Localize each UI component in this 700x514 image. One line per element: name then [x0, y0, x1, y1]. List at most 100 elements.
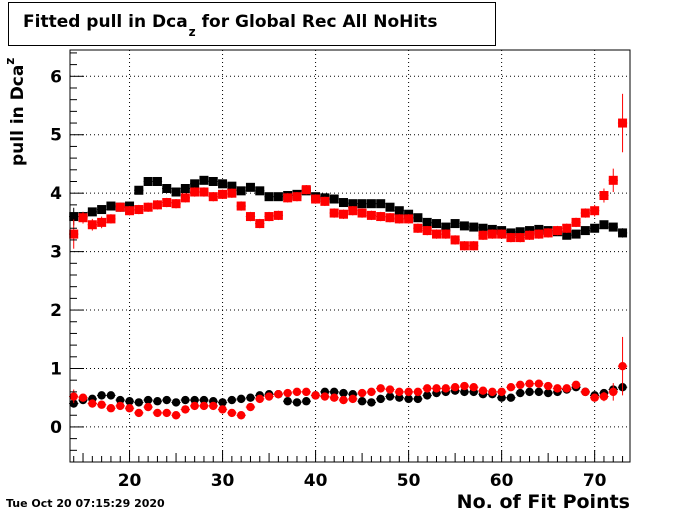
data-point — [246, 393, 255, 402]
data-point — [413, 223, 423, 233]
data-point — [152, 200, 162, 210]
data-point — [162, 395, 171, 405]
data-point — [395, 387, 404, 397]
data-point — [497, 393, 506, 402]
y-tick-label: 0 — [50, 418, 62, 438]
data-point — [171, 398, 181, 407]
data-point — [190, 179, 200, 189]
data-point — [245, 212, 255, 222]
data-point — [516, 380, 525, 390]
data-point — [571, 380, 581, 390]
data-point — [618, 228, 628, 238]
data-point — [311, 194, 321, 204]
data-point — [609, 387, 618, 397]
x-axis-label: No. of Fit Points — [456, 491, 630, 513]
data-point — [599, 220, 609, 230]
data-point — [385, 213, 395, 223]
data-point — [404, 394, 413, 404]
data-point — [125, 206, 135, 216]
data-point — [227, 408, 237, 418]
data-point — [515, 233, 525, 243]
data-point — [450, 382, 460, 392]
data-point — [236, 411, 246, 420]
data-point — [171, 187, 181, 197]
data-point — [460, 381, 469, 391]
data-point — [208, 192, 218, 202]
data-point — [180, 184, 190, 194]
data-point — [190, 401, 199, 411]
data-point — [106, 201, 116, 211]
data-point — [329, 393, 339, 402]
data-point — [255, 219, 265, 229]
data-point — [441, 229, 451, 239]
data-point — [376, 199, 386, 209]
data-point — [171, 411, 181, 420]
data-point — [329, 387, 339, 397]
timestamp: Tue Oct 20 07:15:29 2020 — [6, 497, 165, 510]
x-tick-label: 50 — [397, 471, 421, 491]
plot-frame — [69, 49, 631, 463]
data-point — [106, 214, 116, 224]
data-point — [608, 222, 618, 232]
x-tick-label: 40 — [304, 471, 328, 491]
data-point — [125, 404, 134, 413]
y-tick-label: 4 — [50, 184, 62, 204]
data-point — [469, 222, 479, 232]
data-point — [302, 397, 311, 406]
data-point — [478, 386, 488, 395]
data-point — [543, 388, 553, 398]
data-point — [413, 394, 423, 404]
data-point — [320, 196, 330, 206]
data-point — [348, 394, 357, 404]
data-point — [599, 191, 609, 201]
title-box: Fitted pull in Dcaz for Global Rec All No… — [8, 2, 496, 46]
data-point — [506, 393, 516, 402]
data-point — [571, 217, 581, 227]
data-point — [97, 217, 107, 227]
data-point — [338, 209, 348, 219]
data-point — [143, 402, 153, 412]
data-point — [618, 361, 627, 371]
data-point — [450, 235, 460, 245]
data-point — [264, 192, 274, 202]
data-point — [459, 221, 469, 231]
data-point — [562, 223, 572, 233]
data-point — [590, 223, 600, 233]
data-point — [199, 401, 209, 411]
data-point — [432, 384, 441, 393]
series-3 — [69, 336, 628, 420]
data-point — [367, 387, 376, 397]
data-point — [376, 394, 385, 404]
data-point — [153, 408, 162, 418]
x-tick-label: 60 — [490, 471, 514, 491]
grid-lines — [70, 50, 630, 462]
data-point — [460, 387, 469, 397]
data-point — [599, 392, 609, 401]
data-point — [255, 394, 264, 404]
data-point — [534, 387, 544, 397]
data-point — [385, 392, 395, 401]
data-point — [339, 388, 348, 398]
data-point — [199, 187, 209, 197]
chart-title: Fitted pull in Dcaz for Global Rec All No… — [23, 12, 437, 39]
data-point — [562, 230, 572, 240]
data-point — [218, 398, 227, 407]
data-point — [78, 213, 88, 223]
data-point — [180, 193, 190, 203]
data-point — [69, 392, 78, 401]
data-point — [423, 391, 432, 400]
data-point — [152, 176, 162, 186]
data-point — [218, 189, 228, 199]
data-point — [394, 214, 404, 224]
axis-ticks: 20 30 40 50 60 70 0 1 2 3 4 5 6 — [50, 52, 624, 491]
data-point — [469, 382, 478, 392]
data-point — [283, 388, 292, 398]
data-point — [422, 226, 432, 236]
data-point — [525, 230, 535, 240]
data-point — [162, 198, 172, 208]
data-point — [394, 206, 404, 216]
data-point — [116, 401, 125, 411]
data-point — [273, 192, 283, 202]
data-point — [413, 387, 423, 397]
data-point — [97, 391, 106, 400]
